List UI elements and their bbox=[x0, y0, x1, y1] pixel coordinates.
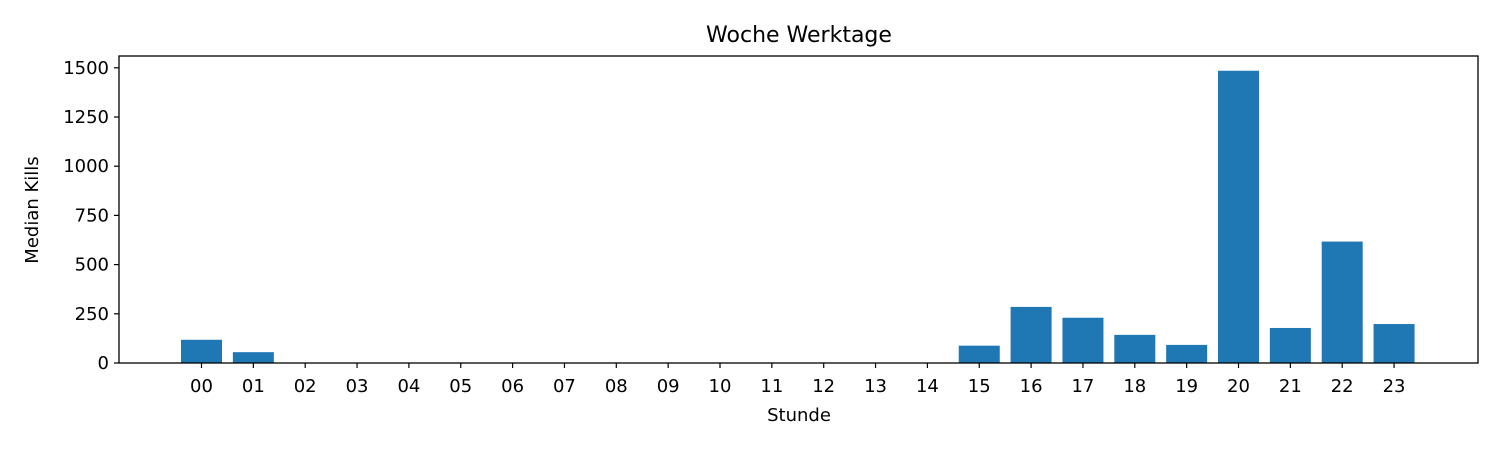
plot-frame bbox=[118, 55, 1479, 364]
y-axis-label: Median Kills bbox=[22, 156, 43, 263]
x-tick-label-04: 04 bbox=[397, 376, 420, 397]
x-tick-label-21: 21 bbox=[1279, 376, 1302, 397]
x-tick-label-09: 09 bbox=[657, 376, 680, 397]
x-tick-label-01: 01 bbox=[242, 376, 265, 397]
bars-group bbox=[181, 70, 1415, 363]
x-axis-ticks: 00 01 02 03 04 05 06 07 08 09 10 11 12 13 14 15 16 17 18 19… bbox=[190, 363, 1406, 397]
x-tick-label-08: 08 bbox=[605, 376, 628, 397]
y-tick-label-250: 250 bbox=[75, 304, 109, 325]
x-tick-label-16: 16 bbox=[1020, 376, 1043, 397]
x-tick-label-15: 15 bbox=[968, 376, 991, 397]
x-tick-label-13: 13 bbox=[864, 376, 887, 397]
x-tick-label-07: 07 bbox=[553, 376, 576, 397]
y-tick-label-0: 0 bbox=[98, 353, 109, 374]
x-tick-label-17: 17 bbox=[1071, 376, 1094, 397]
y-axis-ticks: 0 250 500 750 1000 1250 1500 bbox=[63, 58, 119, 374]
x-tick-label-05: 05 bbox=[449, 376, 472, 397]
x-axis-label: Stunde bbox=[767, 405, 831, 426]
bar-17 bbox=[1062, 317, 1104, 363]
y-tick-label-500: 500 bbox=[75, 255, 109, 276]
x-tick-label-02: 02 bbox=[294, 376, 317, 397]
chart-title: Woche Werktage bbox=[706, 23, 892, 48]
y-tick-label-750: 750 bbox=[75, 205, 109, 226]
x-tick-label-19: 19 bbox=[1175, 376, 1198, 397]
bar-18 bbox=[1114, 334, 1156, 363]
x-tick-label-12: 12 bbox=[812, 376, 835, 397]
x-tick-label-18: 18 bbox=[1123, 376, 1146, 397]
x-tick-label-03: 03 bbox=[346, 376, 369, 397]
x-tick-label-14: 14 bbox=[916, 376, 939, 397]
bar-19 bbox=[1166, 344, 1208, 363]
x-tick-label-23: 23 bbox=[1383, 376, 1406, 397]
bar-22 bbox=[1321, 241, 1363, 363]
bar-20 bbox=[1218, 70, 1259, 363]
bar-00 bbox=[181, 339, 222, 363]
x-tick-label-20: 20 bbox=[1227, 376, 1250, 397]
y-tick-label-1250: 1250 bbox=[63, 107, 109, 128]
x-tick-label-10: 10 bbox=[709, 376, 732, 397]
x-tick-label-00: 00 bbox=[190, 376, 213, 397]
bar-01 bbox=[232, 352, 274, 363]
x-tick-label-06: 06 bbox=[501, 376, 524, 397]
bar-21 bbox=[1269, 327, 1311, 363]
y-tick-label-1000: 1000 bbox=[63, 156, 109, 177]
bar-23 bbox=[1373, 324, 1415, 363]
bar-15 bbox=[958, 345, 1000, 363]
bar-16 bbox=[1010, 306, 1052, 363]
x-tick-label-11: 11 bbox=[760, 376, 783, 397]
x-tick-label-22: 22 bbox=[1331, 376, 1354, 397]
y-tick-label-1500: 1500 bbox=[63, 58, 109, 79]
